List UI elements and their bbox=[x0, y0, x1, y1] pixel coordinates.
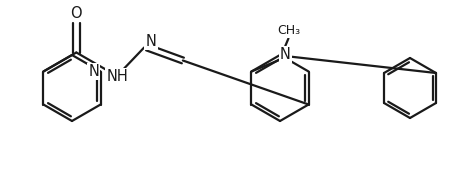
Text: NH: NH bbox=[106, 69, 128, 84]
Text: N: N bbox=[280, 47, 291, 62]
Text: N: N bbox=[146, 34, 157, 49]
Text: N: N bbox=[88, 64, 99, 79]
Text: CH₃: CH₃ bbox=[277, 24, 300, 37]
Text: O: O bbox=[71, 6, 82, 21]
